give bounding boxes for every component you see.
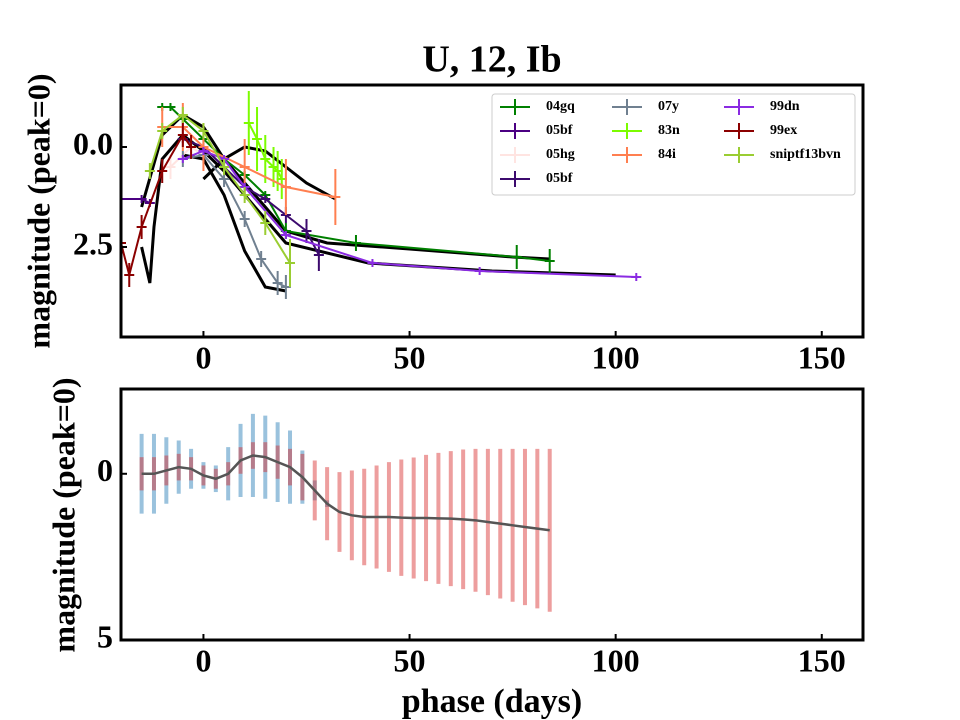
- y-tick-label: 5: [97, 618, 113, 654]
- x-tick-label: 0: [195, 339, 211, 375]
- plot-area: [121, 91, 642, 299]
- x-tick-label: 50: [394, 642, 426, 678]
- x-tick-label: 50: [394, 339, 426, 375]
- legend-label: 07y: [658, 99, 679, 114]
- legend-label: 05bf: [546, 171, 573, 186]
- x-tick-label: 100: [592, 339, 640, 375]
- legend-label: 84i: [658, 147, 676, 162]
- mean-line: [141, 454, 550, 532]
- x-axis-label: phase (days): [402, 683, 582, 720]
- legend-label: 04gq: [546, 99, 575, 114]
- legend-label: 05hg: [546, 147, 575, 162]
- x-tick-label: 100: [592, 642, 640, 678]
- series-line: [121, 133, 192, 276]
- legend-label: 99dn: [770, 99, 800, 114]
- y-axis-label: magnitude (peak=0): [20, 73, 56, 348]
- x-tick-label: 150: [798, 642, 846, 678]
- legend-label: 99ex: [770, 123, 797, 138]
- y-tick-label: 0: [97, 452, 113, 488]
- x-tick-label: 0: [195, 642, 211, 678]
- series-line: [148, 113, 291, 264]
- chart-title: U, 12, Ib: [422, 39, 561, 81]
- fit-curve: [182, 153, 287, 293]
- legend-box: [491, 93, 856, 196]
- legend-label: 83n: [658, 123, 680, 138]
- legend-label: 05bf: [546, 123, 573, 138]
- plot-area: [139, 413, 552, 612]
- y-tick-label: 2.5: [73, 225, 113, 261]
- x-tick-label: 150: [798, 339, 846, 375]
- legend-label: sniptf13bvn: [770, 147, 841, 162]
- y-tick-label: 0.0: [73, 125, 113, 161]
- axes-frame: [119, 387, 865, 642]
- axes-frame: [119, 83, 865, 339]
- y-axis-label: magnitude (peak=0): [45, 377, 81, 652]
